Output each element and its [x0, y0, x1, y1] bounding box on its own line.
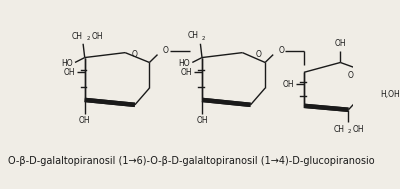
Text: OH: OH — [79, 116, 90, 125]
Text: 2: 2 — [202, 36, 206, 41]
Text: HO: HO — [178, 59, 190, 68]
Text: HO: HO — [61, 59, 73, 68]
Text: CH: CH — [72, 32, 83, 41]
Text: CH: CH — [333, 125, 344, 134]
Text: 2: 2 — [348, 129, 351, 134]
Text: H,OH: H,OH — [380, 91, 400, 99]
Text: OH: OH — [181, 68, 192, 77]
Text: OH: OH — [334, 39, 346, 48]
Text: OH: OH — [91, 32, 103, 41]
Text: CH: CH — [188, 31, 199, 40]
Text: OH: OH — [352, 125, 364, 134]
Text: OH: OH — [283, 80, 294, 89]
Text: O: O — [163, 46, 168, 55]
Text: O: O — [256, 50, 262, 59]
Text: O: O — [132, 50, 138, 59]
Text: O: O — [348, 71, 354, 80]
Text: O-β-D-galaltopiranosil (1→6)-O-β-D-galaltopiranosil (1→4)-D-glucopiranosio: O-β-D-galaltopiranosil (1→6)-O-β-D-galal… — [8, 156, 375, 166]
Text: O: O — [278, 46, 284, 55]
Text: OH: OH — [64, 68, 75, 77]
Text: 2: 2 — [86, 36, 90, 41]
Text: OH: OH — [196, 116, 208, 125]
